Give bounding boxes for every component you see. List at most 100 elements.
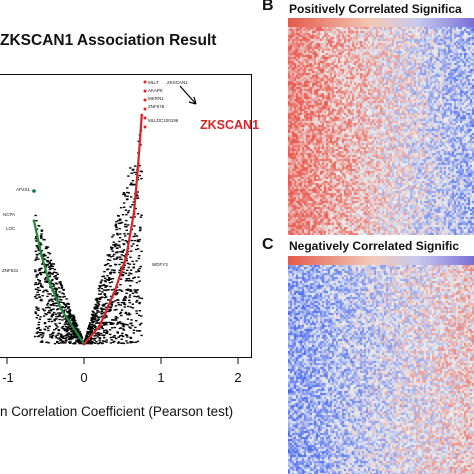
- neutral-point: [120, 301, 124, 304]
- neutral-point: [126, 187, 129, 189]
- neutral-point: [121, 342, 125, 344]
- series-point: [82, 342, 86, 346]
- neutral-point: [48, 334, 52, 336]
- neutral-point: [124, 195, 127, 197]
- neutral-point: [63, 329, 67, 332]
- neutral-point: [106, 254, 109, 256]
- neutral-point: [114, 319, 118, 321]
- neutral-point: [57, 287, 61, 289]
- neutral-point: [138, 301, 141, 304]
- neutral-point: [73, 322, 76, 325]
- neutral-point: [135, 291, 138, 294]
- top-positive-point: [143, 107, 147, 111]
- neutral-point: [106, 330, 109, 333]
- neutral-point: [71, 331, 74, 333]
- neutral-point: [45, 260, 49, 262]
- neutral-point: [92, 315, 95, 318]
- neutral-point: [36, 247, 39, 249]
- neutral-point: [64, 304, 67, 306]
- neutral-point: [113, 293, 116, 296]
- plot-frame: [0, 74, 252, 358]
- neutral-point: [135, 310, 138, 312]
- neutral-point: [91, 327, 95, 330]
- neutral-point: [135, 330, 139, 332]
- neutral-point: [59, 340, 62, 342]
- neutral-point: [42, 254, 45, 256]
- neutral-point: [65, 303, 69, 305]
- neutral-point: [134, 235, 137, 237]
- neutral-point: [44, 264, 48, 266]
- neutral-point: [36, 314, 39, 316]
- neutral-point: [133, 289, 136, 291]
- neutral-point: [48, 268, 52, 271]
- neutral-point: [121, 332, 124, 335]
- neutral-point: [89, 341, 92, 343]
- neutral-point: [118, 271, 121, 274]
- top-positive-point: [143, 116, 147, 120]
- neutral-point: [75, 340, 78, 343]
- neutral-point: [55, 271, 58, 274]
- neutral-point: [122, 266, 126, 269]
- neutral-point: [60, 336, 64, 338]
- neutral-point: [56, 326, 59, 328]
- point-label-zkscan1: ZKSCAN1: [167, 80, 188, 85]
- negative-series-line: [32, 220, 85, 345]
- neutral-point: [66, 326, 70, 328]
- neutral-point: [35, 220, 38, 222]
- neutral-point: [128, 326, 131, 328]
- neutral-point: [105, 332, 109, 335]
- neutral-point: [110, 339, 113, 341]
- neutral-point: [125, 334, 129, 337]
- neutral-point: [133, 216, 136, 218]
- neutral-point: [91, 325, 95, 327]
- neutral-point: [99, 296, 103, 299]
- neutral-point: [102, 334, 106, 337]
- neutral-point: [61, 325, 65, 328]
- neutral-point: [52, 271, 56, 273]
- neutral-point: [38, 269, 41, 272]
- x-axis-label: n Correlation Coefficient (Pearson test): [0, 404, 234, 419]
- neutral-point: [129, 184, 132, 186]
- neutral-point: [122, 274, 125, 276]
- neutral-point: [108, 281, 112, 284]
- neutral-point: [33, 335, 37, 338]
- neutral-point: [97, 304, 101, 306]
- neutral-point: [86, 342, 90, 344]
- neutral-point: [70, 314, 74, 316]
- neutral-point: [138, 174, 141, 177]
- neutral-point: [121, 335, 125, 338]
- neutral-point: [74, 322, 78, 324]
- neutral-point: [117, 322, 120, 324]
- neutral-point: [128, 313, 132, 316]
- neutral-point: [56, 315, 59, 318]
- neutral-point: [93, 325, 96, 327]
- neutral-point: [120, 314, 123, 317]
- neutral-point: [73, 341, 76, 344]
- neutral-point: [115, 220, 118, 223]
- neutral-point: [140, 322, 143, 325]
- neutral-point: [49, 304, 53, 306]
- neutral-point: [39, 235, 43, 237]
- neutral-point: [138, 324, 142, 326]
- neutral-point: [107, 255, 111, 257]
- neutral-point: [113, 271, 116, 274]
- neutral-point: [134, 165, 137, 167]
- neutral-point: [129, 327, 132, 329]
- neutral-point: [136, 240, 139, 242]
- neutral-point: [39, 333, 43, 336]
- neutral-point: [129, 167, 132, 169]
- neutral-point: [125, 259, 128, 262]
- neutral-point: [139, 170, 142, 172]
- neutral-point: [112, 322, 115, 325]
- neutral-point: [91, 310, 95, 312]
- neutral-point: [57, 312, 60, 314]
- neutral-point: [101, 291, 104, 293]
- neutral-point: [116, 256, 119, 258]
- neutral-point: [88, 331, 91, 333]
- neutral-point: [54, 313, 58, 315]
- neutral-point: [63, 323, 66, 326]
- neutral-point: [115, 308, 118, 311]
- neutral-point: [103, 317, 106, 319]
- neutral-point: [118, 269, 121, 272]
- neutral-point: [108, 309, 111, 311]
